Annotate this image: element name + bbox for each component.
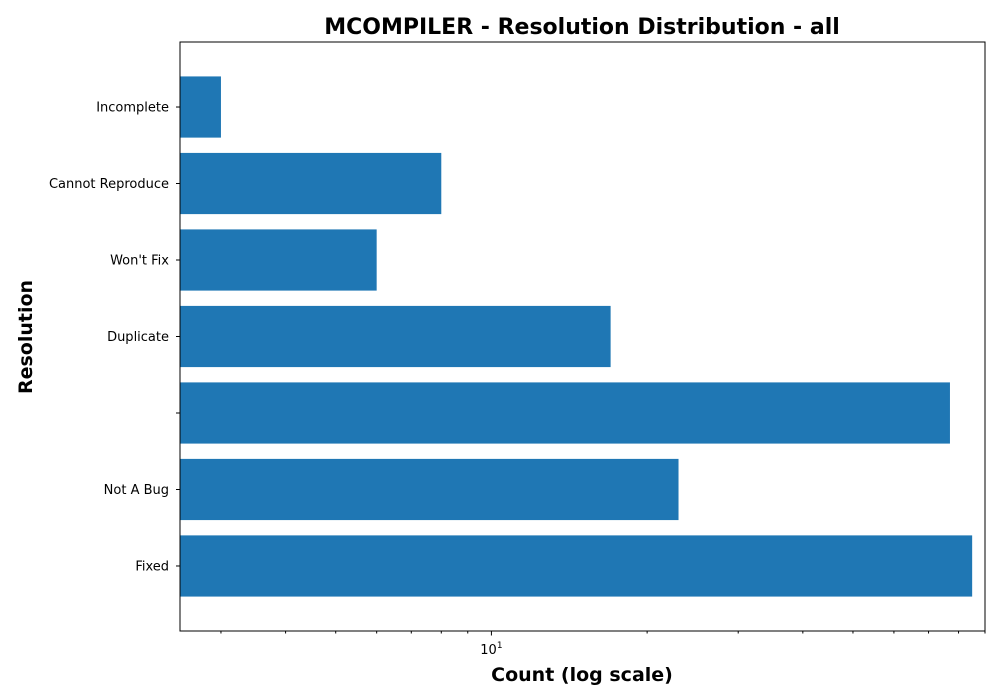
y-tick-label: Won't Fix bbox=[110, 254, 169, 269]
y-axis-label: Resolution bbox=[15, 280, 37, 394]
bar bbox=[180, 229, 377, 291]
bar bbox=[180, 458, 679, 521]
x-axis-label: Count (log scale) bbox=[491, 664, 673, 686]
y-tick-label: Not A Bug bbox=[104, 483, 169, 498]
plot-frame bbox=[179, 41, 986, 632]
chart-title: MCOMPILER - Resolution Distribution - al… bbox=[324, 15, 840, 40]
bar bbox=[180, 76, 221, 138]
bars-group bbox=[180, 76, 973, 597]
y-tick-label: Incomplete bbox=[96, 101, 169, 116]
y-axis-ticks: Fixed Not A Bug Duplicate Won't Fix Cannot R… bbox=[49, 101, 180, 574]
bar bbox=[180, 305, 611, 368]
x-axis-ticks: 101 bbox=[220, 631, 986, 658]
bar bbox=[180, 152, 442, 215]
bar bbox=[180, 535, 973, 597]
y-tick-label: Fixed bbox=[135, 559, 169, 574]
y-tick-label: Duplicate bbox=[107, 330, 169, 345]
bar bbox=[180, 382, 950, 444]
y-tick-label: Cannot Reproduce bbox=[49, 177, 169, 192]
x-tick-label: 101 bbox=[480, 641, 502, 658]
